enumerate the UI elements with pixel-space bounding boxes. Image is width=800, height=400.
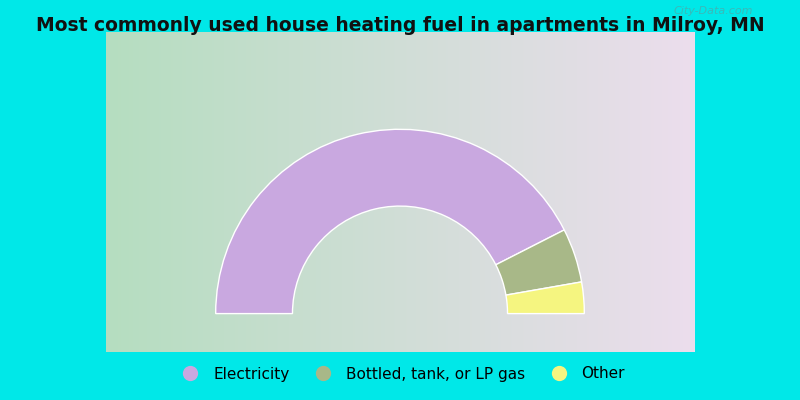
Text: City-Data.com: City-Data.com — [674, 6, 754, 16]
Text: Most commonly used house heating fuel in apartments in Milroy, MN: Most commonly used house heating fuel in… — [36, 16, 764, 35]
Wedge shape — [216, 129, 564, 314]
Legend: Electricity, Bottled, tank, or LP gas, Other: Electricity, Bottled, tank, or LP gas, O… — [169, 360, 631, 388]
Wedge shape — [506, 282, 584, 314]
Wedge shape — [496, 230, 582, 295]
